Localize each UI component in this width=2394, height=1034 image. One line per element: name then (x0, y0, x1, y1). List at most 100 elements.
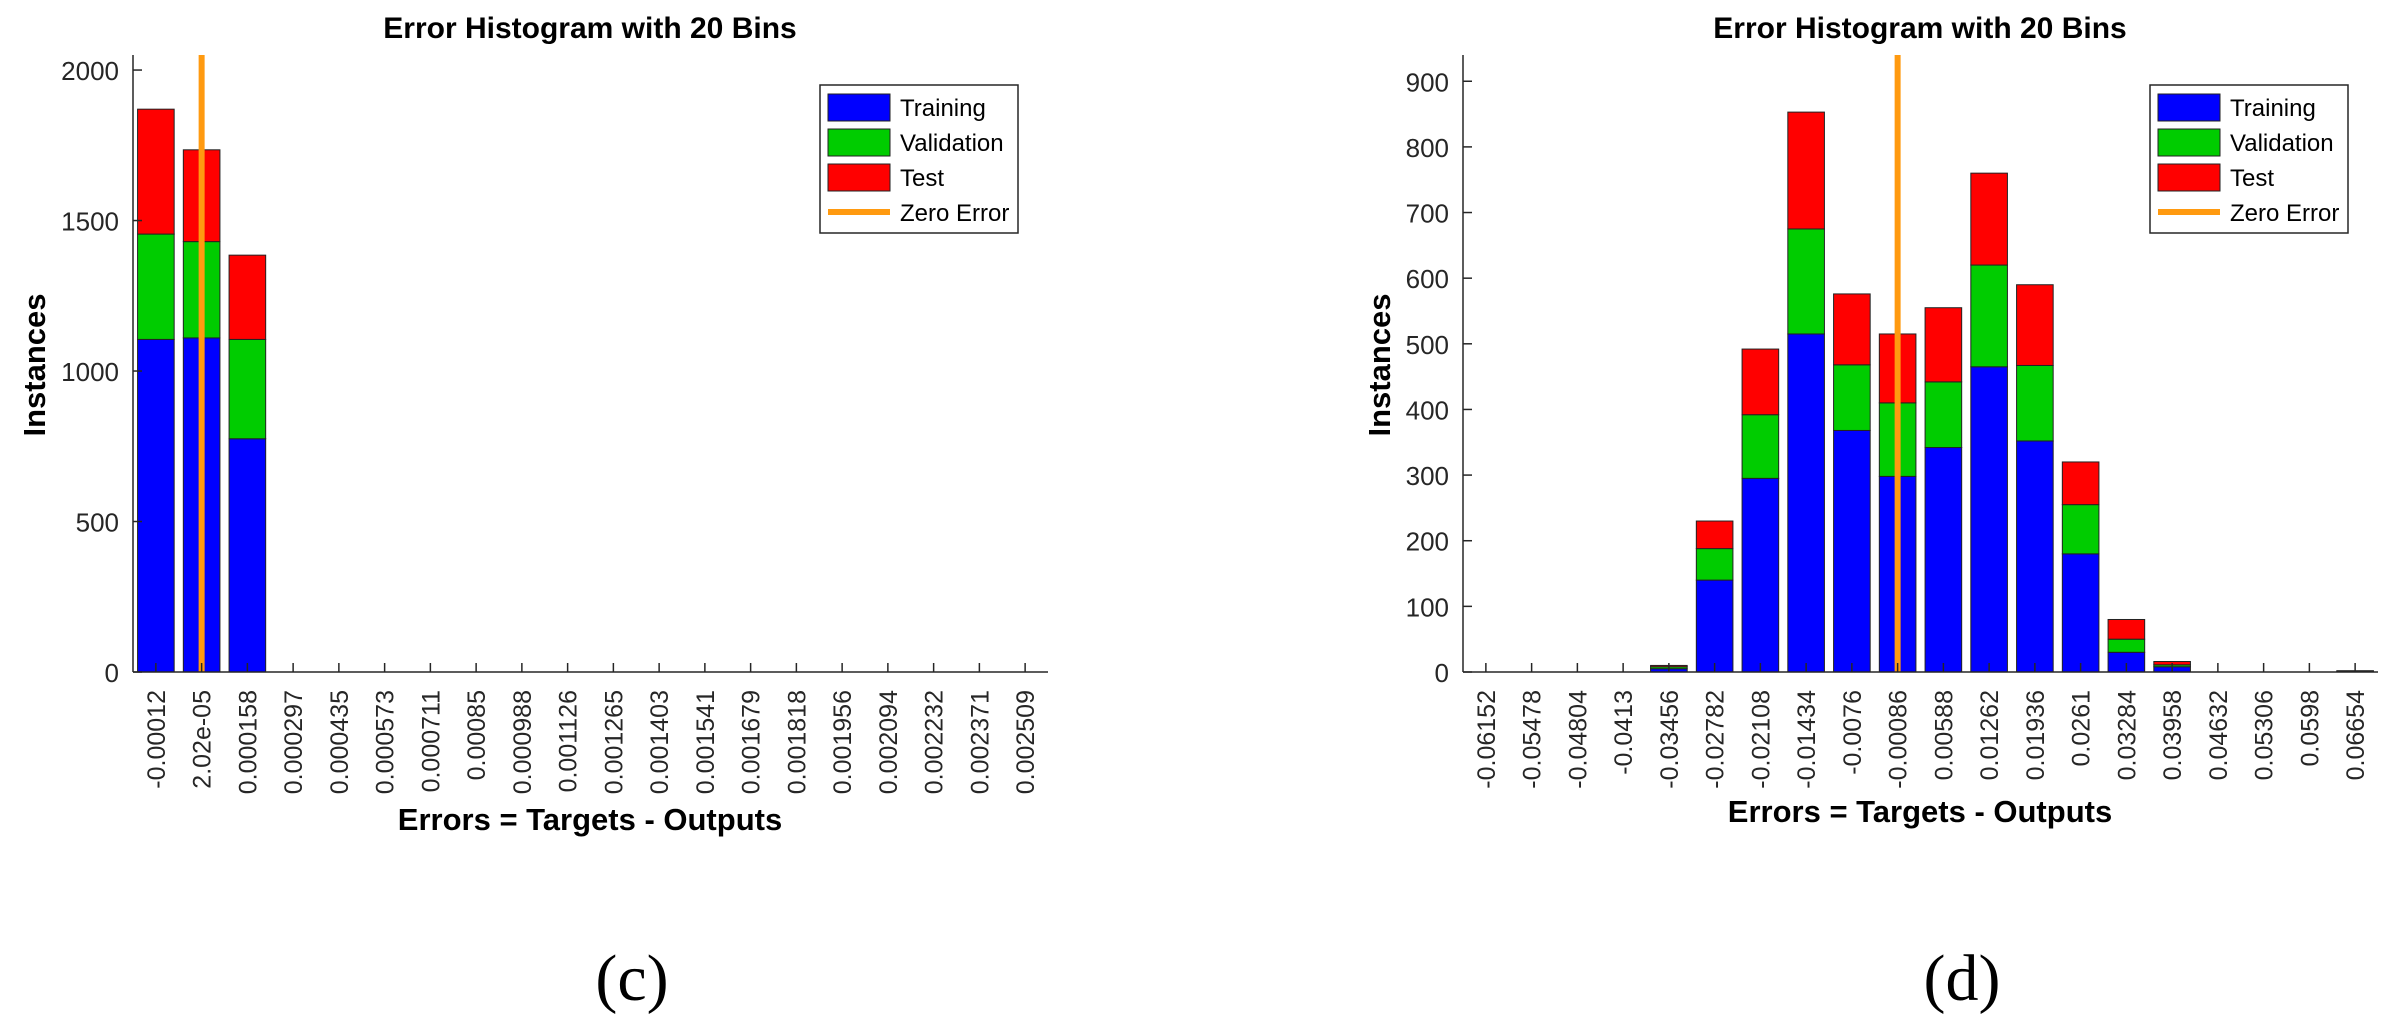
legend-label: Validation (2230, 130, 2334, 157)
legend-swatch-training (827, 93, 891, 122)
x-tick-label: -0.02782 (1702, 690, 1730, 789)
bar-validation-5 (1695, 548, 1734, 581)
bar-validation-6 (1741, 414, 1780, 479)
bar-test-0 (137, 108, 175, 235)
x-tick-label: 0.002509 (1012, 690, 1040, 794)
x-tick-label: 0.002371 (966, 690, 994, 794)
y-tick-label: 800 (1406, 133, 1449, 163)
panel-label-c: (c) (595, 942, 668, 1015)
x-tick-label: 0.0598 (2296, 690, 2324, 766)
panel-label-d: (d) (1924, 942, 2001, 1015)
x-tick-label: 0.00085 (463, 690, 491, 780)
legend-swatch-training (2157, 93, 2221, 122)
x-tick-label: 0.001818 (783, 690, 811, 794)
bar-validation-10 (1924, 381, 1963, 449)
legend-swatch-test (827, 163, 891, 192)
legend-label: Test (2230, 165, 2274, 192)
x-tick-label: -0.0413 (1610, 690, 1638, 775)
y-tick-label: 400 (1406, 395, 1449, 425)
x-tick-label: 0.01262 (1976, 690, 2004, 780)
legend-label: Training (900, 95, 986, 122)
x-tick-label: 0.000435 (326, 690, 354, 794)
x-tick-label: 0.001541 (692, 690, 720, 794)
bar-training-0 (137, 338, 175, 673)
bar-validation-12 (2016, 364, 2054, 442)
x-tick-label: -0.01434 (1793, 690, 1821, 789)
bar-test-7 (1787, 111, 1825, 230)
legend-swatch-validation (827, 128, 891, 157)
x-tick-label: -0.0076 (1839, 690, 1867, 775)
bar-validation-11 (1970, 264, 2008, 368)
x-tick-label: -0.03456 (1656, 690, 1684, 789)
chart-title: Error Histogram with 20 Bins (1713, 12, 2126, 45)
legend-label: Test (900, 165, 944, 192)
ticks-group: 0 100 200 300 400 500 600 700 800 900 -0.06152 -0.0… (1406, 67, 2371, 788)
bar-test-14 (2107, 618, 2146, 640)
bar-training-10 (1924, 447, 1963, 673)
axes-group (1462, 55, 2378, 673)
x-tick-label: 0.000711 (417, 690, 445, 792)
bar-training-5 (1695, 579, 1734, 673)
chart-title: Error Histogram with 20 Bins (383, 12, 796, 45)
bars-group (1650, 55, 2374, 673)
y-tick-label: 600 (1406, 264, 1449, 294)
y-tick-label: 2000 (61, 56, 119, 86)
x-tick-label: -0.04804 (1564, 690, 1592, 789)
histogram-panel-d: Error Histogram with 20 Bins Instances E… (1362, 12, 2378, 1015)
x-tick-label: 0.001126 (555, 690, 583, 792)
y-tick-label: 1000 (61, 357, 119, 387)
bar-test-11 (1970, 172, 2008, 266)
legend-swatch-validation (2157, 128, 2221, 157)
bar-test-12 (2016, 284, 2054, 366)
x-tick-label: 0.000158 (234, 690, 262, 794)
bar-validation-14 (2107, 638, 2146, 653)
x-tick-label: 0.000297 (280, 690, 308, 794)
bar-validation-13 (2061, 504, 2100, 555)
legend-label: Zero Error (2230, 200, 2339, 227)
y-tick-label: 200 (1406, 527, 1449, 557)
x-axis-label: Errors = Targets - Outputs (398, 802, 782, 837)
legend-label: Training (2230, 95, 2316, 122)
y-tick-label: 500 (76, 508, 119, 538)
x-tick-label: -0.02108 (1747, 690, 1775, 789)
bar-test-8 (1833, 293, 1871, 366)
x-tick-label: -0.06152 (1473, 690, 1501, 789)
legend: Training Validation Test Zero Error (819, 84, 1019, 234)
x-tick-label: 0.002232 (921, 690, 949, 794)
x-axis-label: Errors = Targets - Outputs (1728, 794, 2112, 829)
bar-training-13 (2061, 553, 2100, 673)
bar-test-6 (1741, 348, 1780, 416)
x-tick-label: 0.04632 (2205, 690, 2233, 780)
legend: Training Validation Test Zero Error (2149, 84, 2349, 234)
x-tick-label: 0.0261 (2068, 690, 2096, 766)
y-tick-label: 500 (1406, 330, 1449, 360)
x-tick-label: -0.00012 (143, 690, 171, 789)
x-tick-label: 0.03284 (2113, 690, 2141, 780)
x-tick-label: 0.001956 (829, 690, 857, 794)
x-tick-label: 0.05306 (2251, 690, 2279, 780)
y-tick-label: 300 (1406, 461, 1449, 491)
x-tick-label: -0.05478 (1519, 690, 1547, 789)
x-tick-label: 0.00588 (1930, 690, 1958, 780)
y-tick-label: 700 (1406, 199, 1449, 229)
bar-validation-2 (228, 338, 267, 440)
x-tick-label: 0.01936 (2022, 690, 2050, 780)
bar-training-6 (1741, 477, 1780, 673)
axes-group (132, 55, 1048, 673)
histogram-panel-c: Error Histogram with 20 Bins Instances E… (17, 12, 1048, 1015)
x-tick-label: 0.001679 (738, 690, 766, 794)
bar-test-10 (1924, 307, 1963, 383)
x-tick-label: 0.002094 (875, 690, 903, 794)
ticks-group: 0 500 1000 1500 2000 -0.00012 2.02e-05 0.000158… (61, 56, 1040, 794)
legend-swatch-test (2157, 163, 2221, 192)
y-axis-label: Instances (1362, 293, 1397, 436)
y-tick-label: 100 (1406, 592, 1449, 622)
y-tick-label: 0 (1435, 658, 1449, 688)
legend-label: Validation (900, 130, 1004, 157)
bar-training-2 (228, 438, 267, 673)
bar-training-7 (1787, 333, 1825, 673)
bar-test-13 (2061, 461, 2100, 506)
y-tick-label: 0 (105, 658, 119, 688)
x-tick-label: 0.03958 (2159, 690, 2187, 780)
